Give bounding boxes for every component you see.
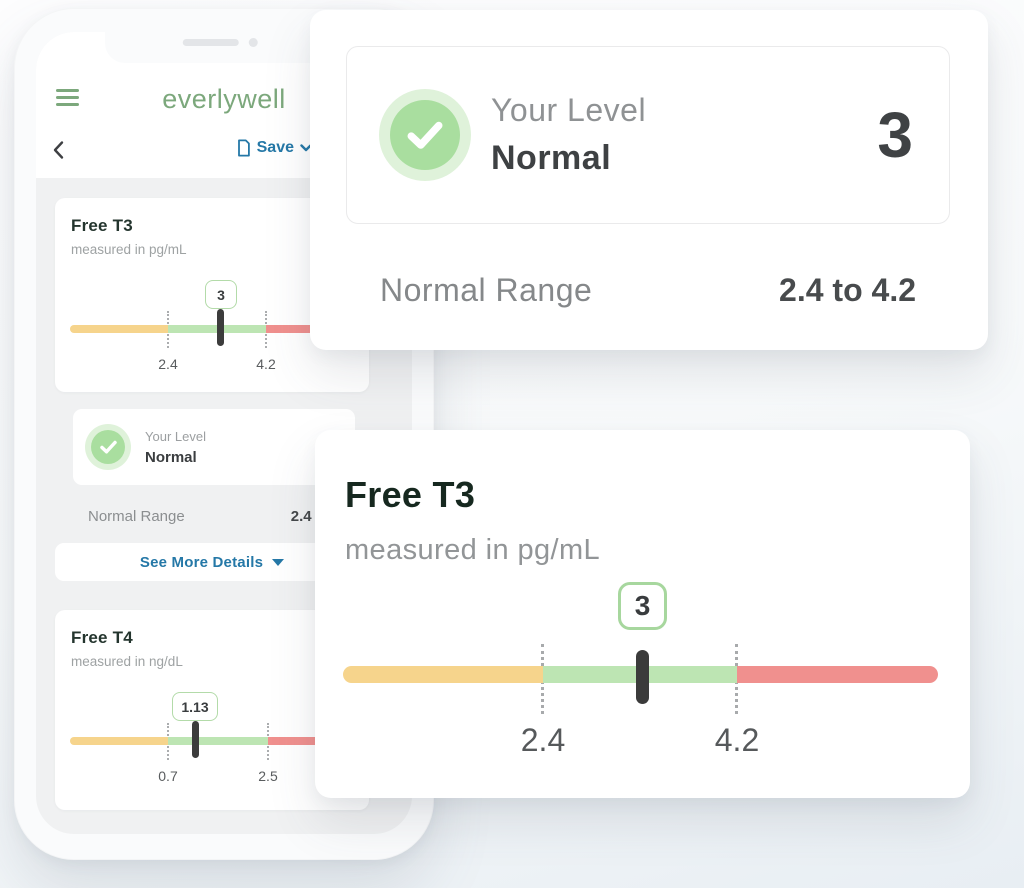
- app-logo: everlywell: [162, 84, 286, 114]
- check-circle-icon: [85, 424, 131, 470]
- save-button[interactable]: Save: [236, 139, 312, 157]
- bar-segment-low: [70, 325, 168, 333]
- document-icon: [237, 139, 250, 157]
- range-label: Normal Range: [380, 271, 593, 308]
- range-marker: [636, 650, 649, 704]
- range-min-label: 2.4: [158, 356, 178, 372]
- card-title: Free T3: [71, 216, 133, 235]
- level-summary-box: Your Level Normal: [73, 409, 355, 485]
- phone-notch: [105, 32, 343, 63]
- bar-segment-high: [266, 325, 353, 333]
- check-core: [390, 100, 460, 170]
- chevron-down-icon: [300, 144, 312, 152]
- bar-segment-high: [737, 666, 938, 683]
- range-marker: [217, 309, 224, 346]
- hamburger-icon: [56, 103, 79, 106]
- level-label: Your Level: [491, 92, 647, 128]
- speaker-grille: [182, 39, 239, 46]
- level-summary-box-large: Your Level Normal 3: [346, 46, 950, 224]
- range-bar: [70, 737, 353, 745]
- check-circle-icon: [379, 89, 471, 181]
- level-value: Normal: [491, 139, 612, 177]
- range-slider: 1.13 0.7 2.5: [55, 680, 369, 790]
- range-label: Normal Range: [88, 507, 185, 525]
- level-label: Your Level: [145, 428, 206, 444]
- hamburger-icon: [56, 89, 79, 92]
- check-core: [91, 430, 125, 464]
- save-label: Save: [256, 139, 294, 156]
- bar-segment-low: [70, 737, 168, 745]
- callout-level-card: Your Level Normal 3 Normal Range 2.4 to …: [310, 10, 988, 350]
- chevron-left-icon: [53, 141, 64, 159]
- value-badge: 3: [618, 582, 667, 630]
- triangle-down-icon: [272, 558, 285, 566]
- value-badge: 1.13: [172, 692, 218, 721]
- range-min-label: 0.7: [158, 768, 178, 784]
- hamburger-icon: [56, 96, 79, 99]
- card-title: Free T3: [345, 474, 476, 515]
- range-slider: 3 2.4 4.2: [55, 268, 369, 378]
- menu-button[interactable]: [56, 89, 79, 110]
- range-slider: 3 2.4 4.2: [315, 580, 970, 790]
- card-subtitle: measured in pg/mL: [71, 242, 187, 257]
- see-more-label: See More Details: [139, 553, 264, 571]
- level-reading: 3: [877, 99, 913, 171]
- range-max-label: 4.2: [256, 356, 276, 372]
- value-badge: 3: [205, 280, 237, 309]
- range-max-label: 2.5: [258, 768, 278, 784]
- range-max-label: 4.2: [714, 722, 760, 758]
- card-subtitle: measured in pg/mL: [345, 534, 601, 566]
- card-title: Free T4: [71, 628, 133, 647]
- card-subtitle: measured in ng/dL: [71, 654, 183, 669]
- notch-hardware: [182, 38, 258, 47]
- range-min-label: 2.4: [520, 722, 566, 758]
- checkmark-icon: [99, 440, 117, 454]
- callout-range-card: Free T3 measured in pg/mL 3 2.4 4.2: [315, 430, 970, 798]
- range-value: 2.4 to 4.2: [779, 271, 916, 308]
- bar-segment-normal: [168, 737, 268, 745]
- bar-segment-high: [268, 737, 353, 745]
- range-marker: [192, 721, 199, 758]
- bar-segment-low: [343, 666, 543, 683]
- normal-range-row: Normal Range 2.4 to 4.2: [380, 262, 916, 318]
- checkmark-icon: [407, 121, 443, 149]
- camera-dot: [248, 38, 258, 47]
- back-button[interactable]: [52, 140, 66, 160]
- level-value: Normal: [145, 448, 197, 466]
- range-bar: [343, 666, 938, 683]
